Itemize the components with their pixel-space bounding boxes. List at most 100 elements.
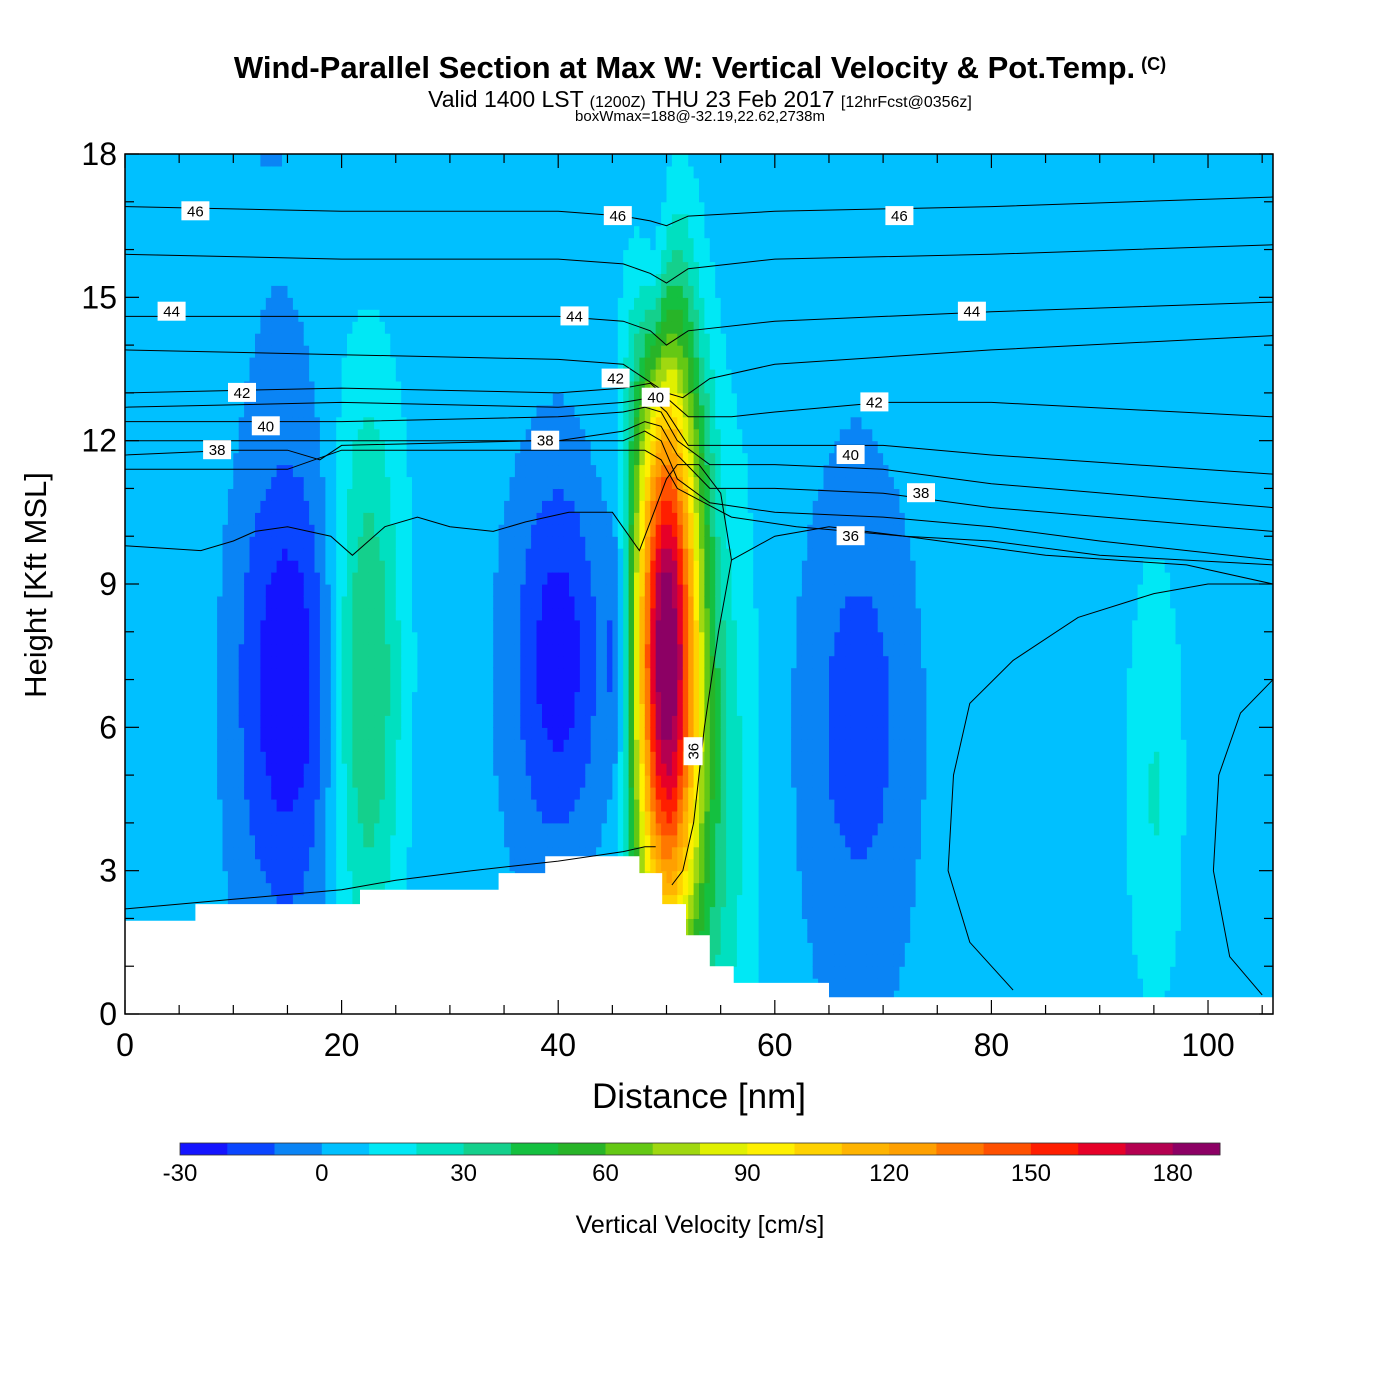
w-cell [336, 392, 343, 406]
w-cell [298, 249, 305, 263]
w-cell [211, 321, 218, 334]
w-cell [325, 548, 332, 561]
w-cell [401, 572, 408, 585]
w-cell [460, 261, 467, 274]
w-cell [477, 882, 483, 896]
w-cell [292, 751, 299, 764]
w-cell [309, 476, 316, 489]
w-cell [217, 595, 224, 609]
w-cell [146, 416, 153, 430]
w-cell [357, 715, 364, 728]
w-cell [184, 739, 191, 752]
w-cell [417, 763, 424, 776]
w-cell [287, 392, 294, 406]
w-cell [412, 834, 418, 848]
w-cell [493, 321, 500, 334]
w-cell [130, 822, 137, 836]
w-cell [282, 870, 288, 884]
w-cell [238, 165, 245, 179]
w-cell [227, 822, 234, 836]
w-cell [282, 810, 288, 824]
w-cell [141, 476, 148, 489]
w-cell [406, 822, 413, 836]
w-cell [390, 548, 397, 561]
w-cell [271, 512, 278, 525]
w-cell [466, 464, 473, 478]
w-cell [363, 882, 370, 896]
w-cell [249, 548, 256, 561]
w-cell [466, 691, 473, 704]
w-cell [184, 321, 191, 334]
w-cell [357, 548, 364, 561]
w-cell [433, 321, 440, 334]
w-cell [487, 572, 494, 585]
w-cell [455, 870, 462, 884]
w-cell [384, 595, 391, 609]
w-cell [487, 667, 494, 681]
w-cell [330, 416, 337, 430]
w-cell [368, 165, 375, 179]
w-cell [493, 631, 500, 645]
w-cell [368, 392, 375, 406]
w-cell [444, 846, 451, 860]
w-cell [417, 655, 424, 669]
w-cell [282, 476, 288, 489]
w-cell [363, 822, 370, 836]
w-cell [227, 369, 234, 382]
w-cell [347, 357, 353, 370]
w-cell [493, 369, 500, 382]
w-cell [363, 177, 370, 191]
w-cell [135, 416, 142, 430]
w-cell [190, 452, 196, 466]
w-cell [347, 572, 353, 585]
w-cell [265, 727, 272, 740]
w-cell [179, 834, 186, 848]
w-cell [135, 870, 142, 884]
w-cell [238, 655, 245, 669]
w-cell [314, 572, 321, 585]
w-cell [303, 464, 310, 478]
w-cell [422, 715, 429, 728]
w-cell [125, 667, 131, 681]
w-cell [292, 548, 299, 561]
w-cell [406, 810, 413, 824]
w-cell [439, 810, 446, 824]
w-cell [406, 345, 413, 358]
w-cell [152, 751, 159, 764]
w-cell [303, 584, 310, 597]
w-cell [487, 858, 494, 872]
w-cell [195, 763, 202, 776]
w-cell [449, 452, 456, 466]
w-cell [341, 165, 348, 179]
w-cell [395, 345, 402, 358]
w-cell [347, 154, 353, 167]
w-cell [498, 834, 505, 848]
w-cell [325, 237, 332, 251]
w-cell [141, 177, 148, 191]
w-cell [487, 452, 494, 466]
w-cell [168, 667, 175, 681]
w-cell [206, 189, 213, 203]
w-cell [152, 440, 159, 454]
w-cell [260, 165, 267, 179]
w-cell [282, 846, 288, 860]
w-cell [309, 213, 316, 227]
w-cell [352, 512, 359, 525]
w-cell [303, 536, 310, 549]
w-cell [200, 428, 207, 442]
w-cell [135, 285, 142, 298]
w-cell [477, 799, 483, 812]
w-cell [325, 333, 332, 346]
w-cell [282, 787, 288, 800]
w-cell [125, 177, 131, 191]
w-cell [135, 309, 142, 322]
w-cell [330, 787, 337, 800]
w-cell [298, 321, 305, 334]
w-cell [227, 763, 234, 776]
w-cell [417, 775, 424, 788]
w-cell [374, 500, 381, 513]
w-cell [200, 715, 207, 728]
w-cell [412, 440, 418, 454]
w-cell [347, 309, 353, 322]
w-cell [314, 595, 321, 609]
